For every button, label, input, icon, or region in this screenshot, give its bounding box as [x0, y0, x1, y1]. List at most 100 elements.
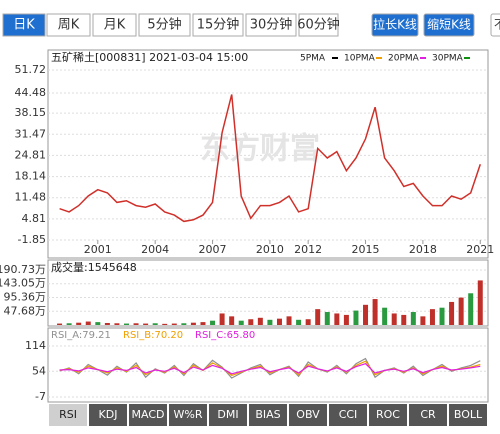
indicator-tab[interactable] [49, 404, 87, 426]
y-tick-label: 4.81 [22, 212, 47, 225]
button[interactable] [490, 13, 500, 37]
tab[interactable] [245, 13, 297, 37]
y-tick-label: 143.05万 [0, 277, 46, 290]
bar [248, 319, 254, 325]
y-tick-label: 47.68万 [4, 304, 47, 317]
panel-frame [47, 49, 489, 259]
y-tick-label: 18.14 [15, 170, 47, 183]
legend-label: RSI_C:65.80 [195, 330, 255, 341]
indicator-tab-label: RSI [59, 408, 77, 421]
tab-label: 30分钟 [250, 17, 293, 33]
bar [286, 316, 292, 325]
tab[interactable] [298, 13, 339, 37]
y-tick-label: 190.73万 [0, 263, 46, 276]
bar [429, 309, 435, 325]
bar [401, 314, 407, 325]
bar [305, 319, 311, 325]
indicator-tab[interactable] [369, 404, 407, 426]
tab-label: 60分钟 [297, 17, 340, 33]
bar [296, 319, 302, 325]
button-label: 拉长K线 [373, 17, 417, 32]
tab[interactable] [92, 13, 137, 37]
bar [162, 323, 168, 325]
bar [477, 280, 483, 325]
bar [420, 316, 426, 325]
x-tick-label: 2004 [141, 243, 169, 256]
x-tick-label: 2001 [84, 243, 112, 256]
indicator-tab-label: KDJ [99, 408, 118, 421]
x-tick-label: 2015 [352, 243, 380, 256]
x-tick-label: 2010 [256, 243, 284, 256]
bar [439, 307, 445, 325]
button-label: 不 [494, 18, 500, 32]
button[interactable] [423, 13, 475, 37]
bar [334, 313, 340, 325]
bar [210, 320, 216, 325]
bar [343, 314, 349, 325]
bar [171, 323, 177, 325]
tab-label: 周K [58, 18, 80, 33]
bar [458, 297, 464, 325]
indicator-tab[interactable] [129, 404, 167, 426]
indicator-tab-label: DMI [217, 408, 238, 421]
bar [229, 316, 235, 325]
tab[interactable] [46, 13, 91, 37]
indicator-tab-label: ROC [376, 408, 400, 421]
panel-frame [47, 327, 489, 403]
y-tick-label: 38.15 [15, 106, 47, 119]
x-tick-label: 2012 [294, 243, 322, 256]
indicator-tab[interactable] [89, 404, 127, 426]
bar [324, 312, 330, 325]
bar [238, 320, 244, 325]
bar [382, 307, 388, 325]
bar [76, 322, 82, 325]
legend-label: 30PMA [432, 54, 464, 64]
bar [57, 323, 63, 325]
indicator-tab-label: CR [420, 408, 436, 421]
legend-label: 5PMA [300, 54, 326, 64]
tab[interactable] [192, 13, 244, 37]
indicator-tab[interactable] [329, 404, 367, 426]
panel-title: 成交量:1545648 [51, 260, 137, 274]
y-tick-label: 24.81 [15, 148, 47, 161]
button[interactable] [371, 13, 419, 37]
tab[interactable] [138, 13, 191, 37]
legend-label: RSI_A:79.21 [51, 330, 111, 341]
indicator-tab[interactable] [249, 404, 287, 426]
data-line [59, 363, 481, 375]
y-tick-label: 54 [32, 364, 46, 377]
bar [449, 301, 455, 325]
indicator-tab-label: BIAS [255, 408, 280, 421]
bar [372, 299, 378, 325]
indicator-tab[interactable] [169, 404, 207, 426]
indicator-tab[interactable] [209, 404, 247, 426]
bar [104, 322, 110, 325]
bar [468, 293, 474, 325]
tab-label: 15分钟 [197, 17, 240, 33]
panel-title: 五矿稀土[000831] 2021-03-04 15:00 [51, 51, 248, 64]
y-tick-label: 44.48 [15, 86, 47, 99]
legend-label: 10PMA [344, 54, 376, 64]
y-tick-label: 31.47 [15, 127, 47, 140]
bar [219, 313, 225, 325]
indicator-tab-label: W%R [174, 408, 203, 421]
button-label: 缩短K线 [427, 17, 471, 32]
legend-label: 20PMA [388, 54, 420, 64]
y-tick-label: -1.85 [18, 233, 46, 246]
bar [257, 317, 263, 325]
indicator-tab[interactable] [289, 404, 327, 426]
bar [95, 322, 101, 325]
y-tick-label: 95.36万 [4, 291, 47, 304]
indicator-tab[interactable] [409, 404, 447, 426]
data-line [59, 94, 482, 223]
tab[interactable] [2, 13, 46, 37]
y-tick-label: 11.48 [15, 191, 47, 204]
tab-label: 月K [104, 18, 126, 33]
x-tick-label: 2007 [199, 243, 227, 256]
indicator-tab[interactable] [449, 404, 487, 426]
bar [267, 319, 273, 325]
bar [143, 323, 149, 325]
bar [363, 304, 369, 325]
indicator-tab-label: MACD [132, 408, 165, 421]
bar [133, 323, 139, 325]
